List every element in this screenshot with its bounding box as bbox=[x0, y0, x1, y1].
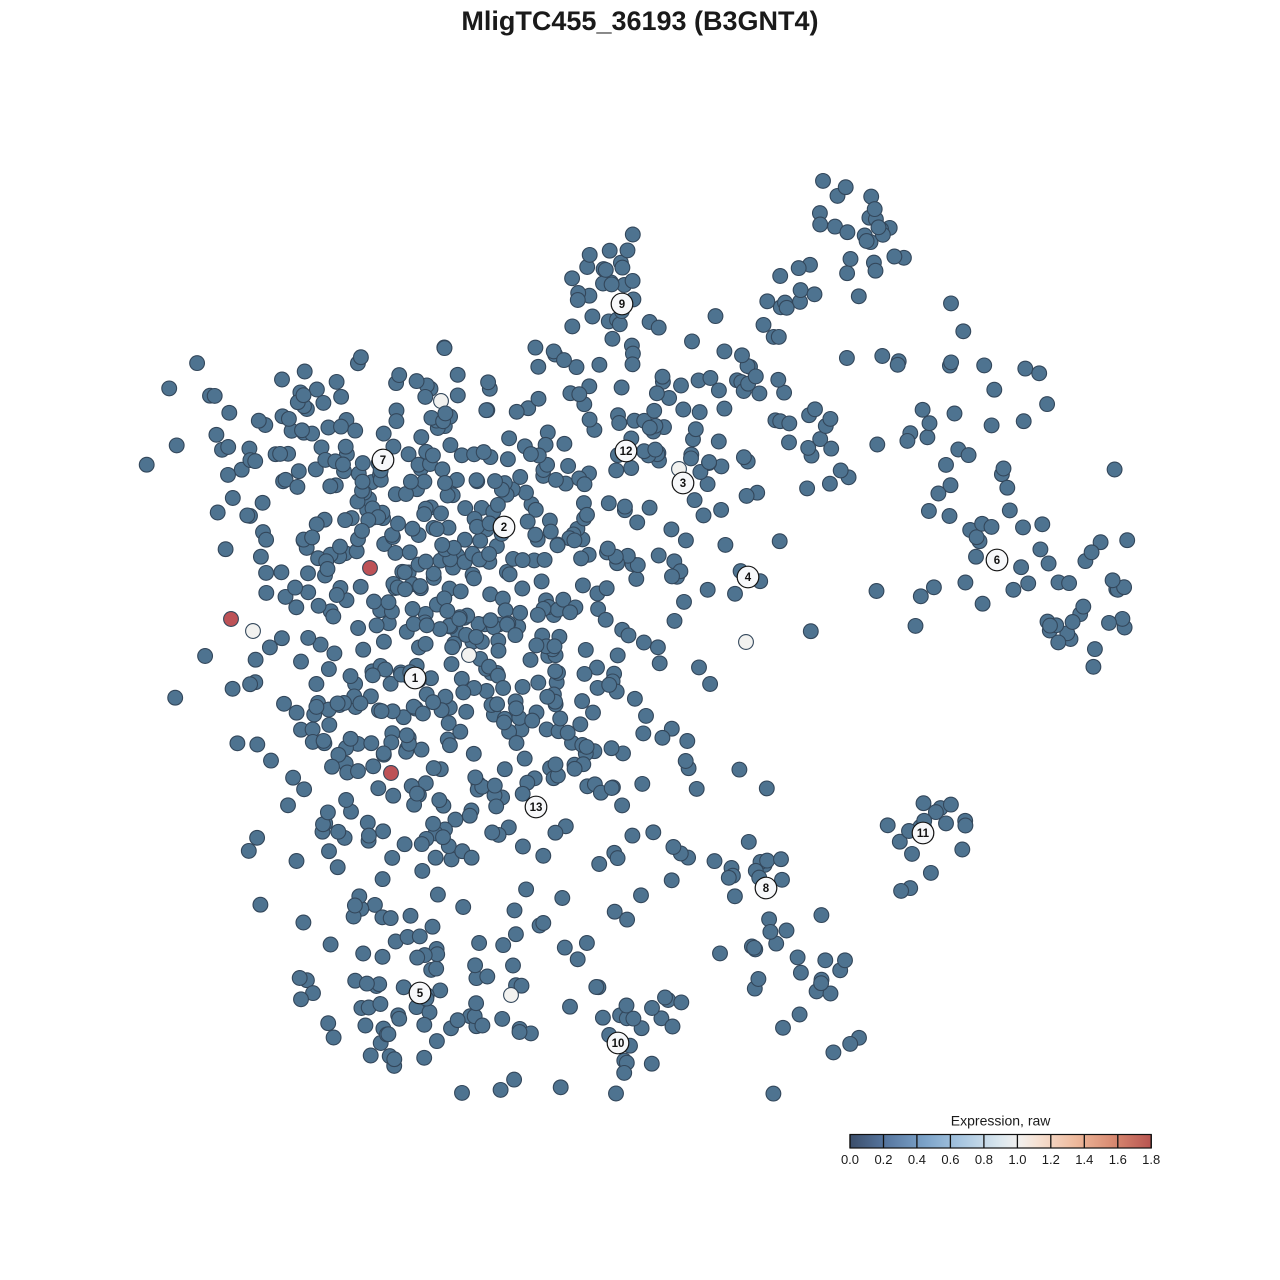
svg-text:0.6: 0.6 bbox=[941, 1152, 959, 1167]
svg-text:6: 6 bbox=[994, 555, 1000, 567]
svg-text:1.6: 1.6 bbox=[1109, 1152, 1127, 1167]
svg-text:1.8: 1.8 bbox=[1142, 1152, 1160, 1167]
svg-text:1: 1 bbox=[412, 673, 419, 685]
svg-text:9: 9 bbox=[619, 299, 625, 311]
svg-text:10: 10 bbox=[612, 1038, 625, 1050]
svg-text:0.2: 0.2 bbox=[874, 1152, 892, 1167]
svg-text:7: 7 bbox=[380, 455, 386, 467]
svg-text:1.0: 1.0 bbox=[1008, 1152, 1026, 1167]
svg-text:0.4: 0.4 bbox=[908, 1152, 926, 1167]
svg-text:4: 4 bbox=[745, 572, 752, 584]
svg-text:3: 3 bbox=[680, 478, 686, 490]
svg-text:0.8: 0.8 bbox=[975, 1152, 993, 1167]
svg-text:1.2: 1.2 bbox=[1042, 1152, 1060, 1167]
svg-text:11: 11 bbox=[917, 828, 930, 840]
svg-text:2: 2 bbox=[501, 522, 507, 534]
svg-text:8: 8 bbox=[763, 883, 770, 895]
svg-text:1.4: 1.4 bbox=[1075, 1152, 1093, 1167]
svg-text:Expression, raw: Expression, raw bbox=[951, 1113, 1051, 1129]
svg-text:0.0: 0.0 bbox=[841, 1152, 859, 1167]
svg-text:5: 5 bbox=[417, 988, 424, 1000]
svg-text:12: 12 bbox=[620, 446, 633, 458]
svg-text:13: 13 bbox=[530, 802, 543, 814]
